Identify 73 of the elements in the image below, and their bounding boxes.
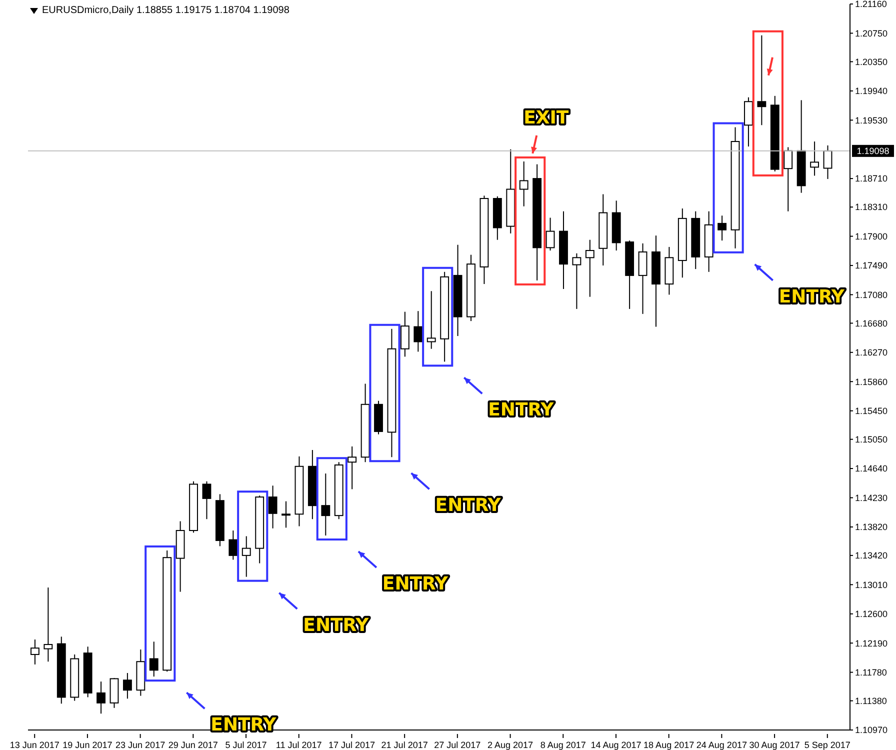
y-tick-label: 1.13010 xyxy=(855,580,888,590)
y-tick-label: 1.20350 xyxy=(855,56,888,67)
candlestick xyxy=(718,215,727,242)
candlestick xyxy=(414,310,423,352)
x-tick-label: 8 Aug 2017 xyxy=(540,740,586,750)
x-tick-label: 5 Jul 2017 xyxy=(225,740,267,750)
chart-title: EURUSDmicro,Daily 1.18855 1.19175 1.18704 1.19098 xyxy=(42,5,290,16)
y-tick-label: 1.12600 xyxy=(855,609,888,620)
y-tick-label: 1.14640 xyxy=(855,464,888,474)
y-tick-label: 1.15860 xyxy=(855,376,888,387)
x-tick-label: 17 Jul 2017 xyxy=(328,740,375,750)
x-tick-label: 2 Aug 2017 xyxy=(488,740,534,750)
x-tick-label: 27 Jul 2017 xyxy=(434,740,481,750)
candlestick xyxy=(572,252,582,310)
candlestick xyxy=(122,672,132,700)
candlestick xyxy=(348,446,357,490)
y-tick-label: 1.15050 xyxy=(855,434,888,445)
y-tick-label: 1.19940 xyxy=(855,86,888,96)
y-tick-label: 1.17900 xyxy=(855,231,888,242)
candlestick xyxy=(242,536,251,578)
x-tick-label: 18 Aug 2017 xyxy=(644,740,694,750)
candlestick xyxy=(546,217,555,252)
annotation: ENTRY xyxy=(435,495,502,516)
y-tick-label: 1.19530 xyxy=(855,115,888,126)
ref-line-label: 1.19098 xyxy=(856,146,890,156)
x-tick-label: 5 Sep 2017 xyxy=(804,740,850,750)
x-tick-label: 11 Jul 2017 xyxy=(276,740,322,750)
x-tick-label: 21 Jul 2017 xyxy=(381,740,428,750)
y-tick-label: 1.13820 xyxy=(855,522,888,532)
y-tick-label: 1.11780 xyxy=(855,667,887,678)
candlestick xyxy=(519,160,528,207)
y-tick-label: 1.15450 xyxy=(855,406,888,416)
y-tick-label: 1.16680 xyxy=(855,318,888,328)
candlestick xyxy=(400,311,410,358)
candlestick xyxy=(585,239,594,298)
annotation: ENTRY xyxy=(488,400,555,421)
candlestick xyxy=(321,473,330,536)
annotation: ENTRY xyxy=(778,286,846,308)
annotation: ENTRY xyxy=(382,574,449,594)
y-tick-label: 1.11380 xyxy=(855,696,887,706)
y-tick-label: 1.21160 xyxy=(855,0,887,10)
candlestick xyxy=(810,141,819,176)
y-tick-label: 1.20750 xyxy=(855,28,888,38)
x-tick-label: 29 Jun 2017 xyxy=(168,740,218,750)
y-tick-label: 1.13420 xyxy=(855,550,888,561)
y-tick-label: 1.12190 xyxy=(855,638,888,648)
y-tick-label: 1.17080 xyxy=(855,290,888,300)
candlestick xyxy=(744,96,753,147)
y-tick-label: 1.14230 xyxy=(855,492,888,503)
candlestick xyxy=(44,587,53,662)
y-tick-label: 1.10970 xyxy=(855,725,888,736)
annotation: EXIT xyxy=(524,107,570,128)
candlestick xyxy=(149,641,158,678)
candlestick xyxy=(282,500,290,528)
candlestick xyxy=(784,146,793,212)
y-tick-label: 1.18310 xyxy=(855,202,888,212)
x-tick-label: 23 Jun 2017 xyxy=(116,740,166,750)
x-tick-label: 30 Aug 2017 xyxy=(749,740,800,750)
y-tick-label: 1.17490 xyxy=(855,260,888,271)
annotation: ENTRY xyxy=(303,614,370,636)
y-tick-label: 1.18710 xyxy=(855,174,888,184)
candlestick xyxy=(30,639,40,665)
x-tick-label: 13 Jun 2017 xyxy=(10,740,60,750)
candlestick xyxy=(228,530,238,560)
x-tick-label: 14 Aug 2017 xyxy=(590,740,642,750)
x-tick-label: 24 Aug 2017 xyxy=(696,740,747,750)
y-tick-label: 1.16270 xyxy=(855,348,888,358)
candlestick xyxy=(268,485,278,529)
candlestick xyxy=(96,681,106,714)
candlestick xyxy=(202,480,212,520)
candlestick xyxy=(638,242,648,314)
x-tick-label: 19 Jun 2017 xyxy=(62,740,112,750)
candlestick xyxy=(426,290,436,350)
